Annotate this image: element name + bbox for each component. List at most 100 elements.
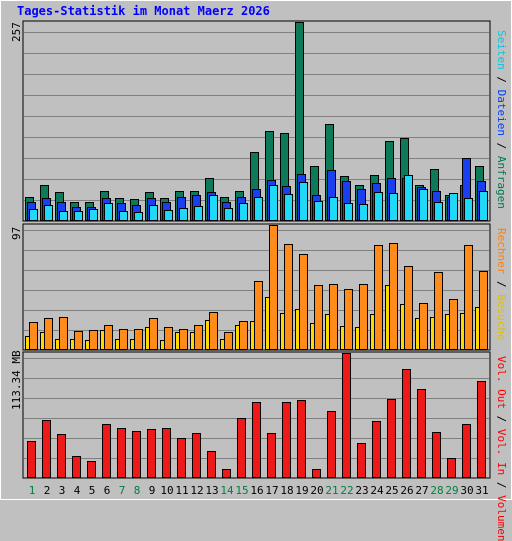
visits-bar-rechner-day-27 (419, 303, 428, 350)
hits-bar-seiten-day-8 (134, 212, 143, 221)
volume-bar-volumen-day-24 (372, 421, 381, 478)
volume-bar-volumen-day-26 (402, 369, 411, 478)
day-label-17: 17 (265, 484, 278, 497)
volume-bar-volumen-day-6 (102, 424, 111, 478)
visits-bar-rechner-day-18 (284, 244, 293, 350)
hits-bar-seiten-day-14 (224, 208, 233, 221)
volume-bar-volumen-day-8 (132, 431, 141, 478)
hits-bar-seiten-day-24 (374, 192, 383, 221)
visits-bar-rechner-day-19 (299, 254, 308, 350)
hits-bar-seiten-day-10 (164, 210, 173, 221)
hits-bar-seiten-day-16 (254, 197, 263, 221)
day-label-21: 21 (325, 484, 338, 497)
hits-bar-seiten-day-25 (389, 193, 398, 221)
visits-bar-rechner-day-5 (89, 330, 98, 350)
visits-bar-rechner-day-30 (464, 245, 473, 350)
hits-bar-seiten-day-9 (149, 205, 158, 221)
volume-bar-volumen-day-16 (252, 402, 261, 478)
day-label-12: 12 (190, 484, 203, 497)
visits-bar-rechner-day-15 (239, 321, 248, 350)
hits-bar-seiten-day-2 (44, 205, 53, 221)
day-label-9: 9 (149, 484, 156, 497)
volume-bar-volumen-day-29 (447, 458, 456, 478)
volume-legend-separator: / (495, 475, 508, 496)
hits-bar-seiten-day-23 (359, 204, 368, 221)
hits-legend-item: Anfragen (495, 155, 508, 209)
volume-bar-volumen-day-25 (387, 399, 396, 478)
volume-bar-volumen-day-21 (327, 411, 336, 478)
hits-bar-seiten-day-11 (179, 208, 188, 221)
volume-bar-volumen-day-13 (207, 451, 216, 478)
hits-legend: Seiten / Dateien / Anfragen (495, 30, 508, 209)
hits-bar-seiten-day-3 (59, 211, 68, 221)
volume-bar-volumen-day-31 (477, 381, 486, 478)
day-label-26: 26 (400, 484, 413, 497)
hits-bar-seiten-day-31 (479, 191, 488, 221)
visits-legend-separator: / (495, 274, 508, 295)
volume-bar-volumen-day-10 (162, 428, 171, 478)
hits-bar-seiten-day-22 (344, 203, 353, 221)
visits-bar-rechner-day-11 (179, 329, 188, 350)
volume-legend-item: Vol. In (495, 428, 508, 476)
hits-bar-seiten-day-18 (284, 194, 293, 221)
visits-legend-item: Rechner (495, 228, 508, 275)
volume-bar-volumen-day-17 (267, 433, 276, 478)
day-label-14: 14 (220, 484, 234, 497)
visits-panel (22, 223, 491, 351)
day-label-5: 5 (89, 484, 96, 497)
volume-bar-volumen-day-7 (117, 428, 126, 478)
visits-bar-rechner-day-23 (359, 284, 368, 350)
visits-bar-rechner-day-14 (224, 332, 233, 350)
visits-bar-rechner-day-25 (389, 243, 398, 350)
visits-bar-rechner-day-3 (59, 317, 68, 350)
volume-legend: Vol. Out / Vol. In / Volumen (495, 356, 508, 541)
day-label-23: 23 (355, 484, 368, 497)
day-label-10: 10 (160, 484, 173, 497)
day-label-30: 30 (460, 484, 473, 497)
hits-bar-seiten-day-1 (29, 209, 38, 221)
visits-bar-rechner-day-2 (44, 318, 53, 350)
volume-bar-volumen-day-20 (312, 469, 321, 478)
hits-bar-seiten-day-29 (449, 193, 458, 221)
day-label-28: 28 (430, 484, 443, 497)
volume-bar-volumen-day-23 (357, 443, 366, 478)
visits-bar-rechner-day-22 (344, 289, 353, 350)
visits-legend: Rechner / Besuche (495, 228, 508, 341)
hits-bar-seiten-day-7 (119, 211, 128, 221)
day-label-24: 24 (370, 484, 384, 497)
visits-bar-rechner-day-17 (269, 225, 278, 350)
volume-bar-volumen-day-30 (462, 424, 471, 478)
hits-legend-separator: / (495, 135, 508, 156)
visits-bar-rechner-day-28 (434, 272, 443, 350)
volume-bar-volumen-day-4 (72, 456, 81, 478)
visits-bar-rechner-day-9 (149, 318, 158, 350)
visits-bar-rechner-day-24 (374, 245, 383, 350)
volume-panel (22, 351, 491, 479)
visits-bar-rechner-day-6 (104, 325, 113, 350)
volume-bar-volumen-day-27 (417, 389, 426, 478)
day-label-22: 22 (340, 484, 353, 497)
hits-bar-seiten-day-15 (239, 203, 248, 221)
day-label-4: 4 (74, 484, 81, 497)
hits-bar-seiten-day-19 (299, 182, 308, 221)
volume-bar-volumen-day-22 (342, 353, 351, 478)
day-label-25: 25 (385, 484, 398, 497)
volume-bar-volumen-day-12 (192, 433, 201, 478)
hits-bar-seiten-day-6 (104, 203, 113, 221)
day-label-7: 7 (119, 484, 126, 497)
visits-bar-rechner-day-13 (209, 312, 218, 350)
day-label-31: 31 (475, 484, 488, 497)
hits-panel (22, 20, 491, 222)
hits-bar-seiten-day-12 (194, 206, 203, 221)
volume-bar-volumen-day-18 (282, 402, 291, 478)
day-label-16: 16 (250, 484, 263, 497)
visits-bar-rechner-day-4 (74, 331, 83, 350)
volume-bar-volumen-day-5 (87, 461, 96, 478)
visits-bar-rechner-day-31 (479, 271, 488, 350)
day-label-13: 13 (205, 484, 218, 497)
visits-bar-rechner-day-1 (29, 322, 38, 350)
volume-bar-volumen-day-15 (237, 418, 246, 478)
hits-bar-seiten-day-20 (314, 201, 323, 221)
day-label-2: 2 (44, 484, 51, 497)
day-label-3: 3 (59, 484, 66, 497)
